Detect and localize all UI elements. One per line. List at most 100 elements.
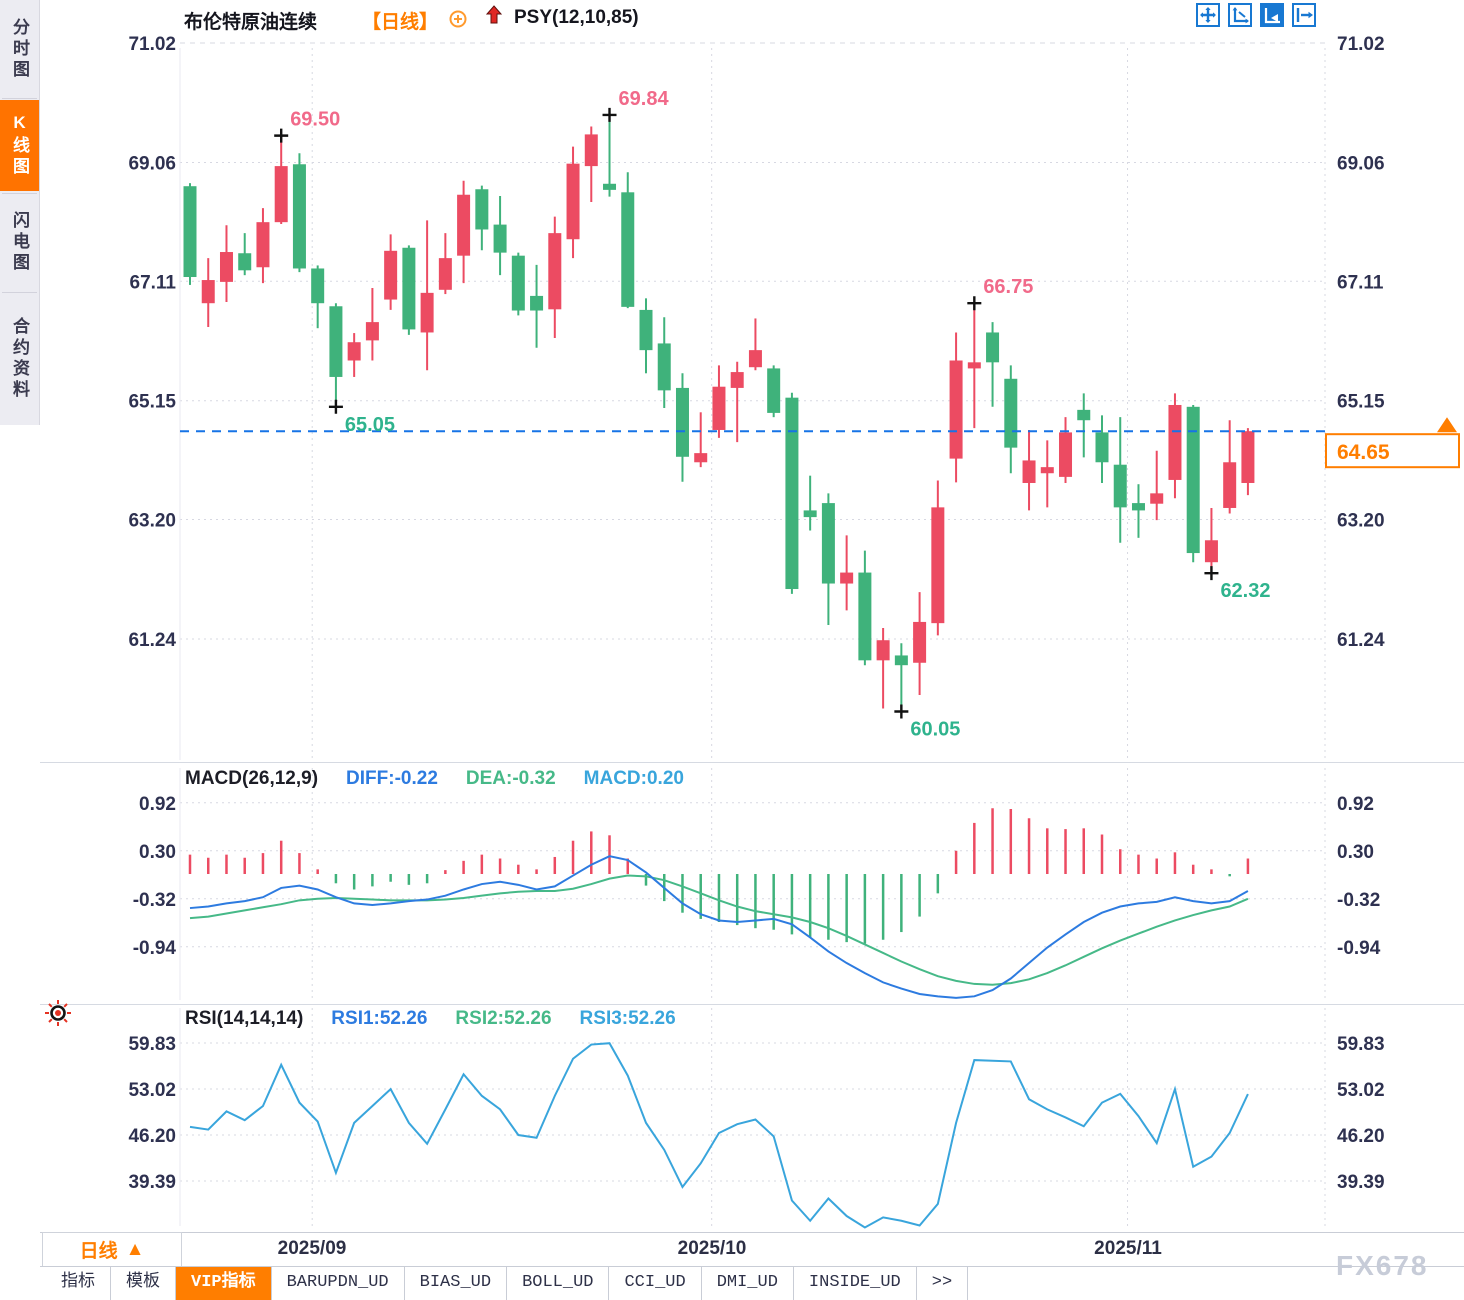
candle[interactable]: [1040, 440, 1054, 508]
sidebar-tab-kline-chart[interactable]: K线图: [0, 100, 39, 191]
footer-tab[interactable]: BARUPDN_UD: [272, 1267, 405, 1300]
axis-tick: 39.39: [128, 1172, 176, 1193]
panel-divider: [40, 762, 1464, 763]
axis-tick: 53.02: [1337, 1080, 1385, 1101]
axis-zoom-icon[interactable]: [1228, 3, 1252, 27]
candle[interactable]: [183, 183, 197, 285]
candle[interactable]: [1004, 365, 1018, 474]
candle[interactable]: [858, 550, 872, 666]
period-selector[interactable]: 日线 ▲: [42, 1232, 182, 1267]
candle[interactable]: [894, 643, 908, 712]
candle[interactable]: [201, 258, 215, 327]
pan-icon[interactable]: [1196, 3, 1220, 27]
axis-tick: 0.30: [139, 842, 176, 863]
footer-tab[interactable]: BIAS_UD: [405, 1267, 508, 1300]
price-annotation: 62.32: [1204, 566, 1271, 602]
candle[interactable]: [675, 373, 689, 482]
candle[interactable]: [785, 392, 799, 594]
sidebar-tab-contract-info[interactable]: 合约资料: [10, 317, 29, 401]
candle[interactable]: [876, 628, 890, 709]
axis-tick: 46.20: [128, 1126, 176, 1147]
candle[interactable]: [639, 298, 653, 374]
candle[interactable]: [767, 365, 781, 418]
candle[interactable]: [1113, 417, 1127, 543]
footer-tab[interactable]: CCI_UD: [609, 1267, 702, 1300]
sun-indicator-icon[interactable]: [42, 997, 74, 1034]
candle[interactable]: [548, 216, 562, 338]
candle[interactable]: [584, 126, 598, 203]
candle[interactable]: [1077, 393, 1091, 458]
auto-scale-icon[interactable]: [1260, 3, 1284, 27]
candle[interactable]: [712, 365, 726, 438]
candle[interactable]: [530, 264, 544, 348]
candle[interactable]: [1131, 484, 1145, 538]
candle[interactable]: [511, 252, 525, 316]
candle[interactable]: [256, 208, 270, 284]
dropdown-arrow-icon: ▲: [125, 1238, 145, 1260]
candle[interactable]: [1186, 404, 1200, 563]
candle[interactable]: [311, 265, 325, 329]
candle[interactable]: [986, 322, 1000, 407]
psy-indicator-label[interactable]: PSY(12,10,85): [514, 7, 639, 28]
candle[interactable]: [931, 480, 945, 636]
rsi-labels: RSI(14,14,14) RSI1:52.26 RSI2:52.26 RSI3…: [185, 1008, 676, 1030]
candle[interactable]: [420, 220, 434, 371]
footer-tab[interactable]: BOLL_UD: [507, 1267, 610, 1300]
candle[interactable]: [329, 303, 343, 407]
candle[interactable]: [603, 114, 617, 197]
axis-tick: 53.02: [128, 1080, 176, 1101]
axis-tick: 0.92: [1337, 794, 1374, 815]
candle[interactable]: [402, 245, 416, 335]
candle[interactable]: [365, 287, 379, 361]
sidebar-tab-time-chart[interactable]: 分时图: [10, 18, 29, 81]
candle[interactable]: [949, 332, 963, 483]
candle[interactable]: [1241, 428, 1255, 496]
axis-tick: 71.02: [128, 34, 176, 55]
price-annotation: 66.75: [967, 276, 1033, 311]
go-to-latest-icon[interactable]: [1292, 3, 1316, 27]
candle[interactable]: [566, 146, 580, 259]
candle[interactable]: [748, 318, 762, 371]
candle[interactable]: [1059, 417, 1073, 483]
candle[interactable]: [457, 180, 471, 284]
chart-toolbar: [1196, 3, 1316, 27]
candle[interactable]: [657, 317, 671, 409]
candle[interactable]: [803, 475, 817, 531]
candle[interactable]: [621, 172, 635, 309]
candle[interactable]: [384, 234, 398, 310]
candle[interactable]: [840, 535, 854, 611]
candle[interactable]: [821, 493, 835, 625]
add-indicator-icon[interactable]: [449, 10, 467, 33]
candle[interactable]: [274, 135, 288, 224]
candle[interactable]: [238, 233, 252, 276]
footer-tab[interactable]: VIP指标: [176, 1267, 272, 1300]
footer-tab[interactable]: INSIDE_UD: [794, 1267, 917, 1300]
candle[interactable]: [967, 303, 981, 429]
footer-tab[interactable]: 模板: [111, 1267, 176, 1300]
macd-title[interactable]: MACD(26,12,9): [185, 768, 319, 789]
candle[interactable]: [913, 592, 927, 696]
candle[interactable]: [694, 412, 708, 468]
candle[interactable]: [730, 361, 744, 443]
candle[interactable]: [347, 333, 361, 377]
svg-text:64.65: 64.65: [1337, 441, 1390, 464]
rsi-title[interactable]: RSI(14,14,14): [185, 1008, 304, 1029]
x-axis-row: 日线 ▲ 2025/09 2025/10 2025/11: [40, 1232, 1464, 1267]
candle[interactable]: [219, 225, 233, 302]
footer-tab[interactable]: DMI_UD: [702, 1267, 794, 1300]
sidebar-tab-lightning-chart[interactable]: 闪电图: [10, 211, 29, 274]
candle[interactable]: [493, 195, 507, 276]
candle[interactable]: [1022, 429, 1036, 511]
candle[interactable]: [1168, 393, 1182, 499]
candle[interactable]: [438, 233, 452, 295]
candle[interactable]: [292, 153, 306, 273]
candle[interactable]: [1150, 450, 1164, 521]
footer-tab[interactable]: 指标: [46, 1267, 111, 1300]
footer-tab[interactable]: >>: [917, 1267, 969, 1300]
period-tag[interactable]: 【日线】: [362, 12, 439, 33]
candle[interactable]: [1095, 415, 1109, 483]
candle[interactable]: [1223, 420, 1237, 514]
rsi1-value: RSI1:52.26: [331, 1008, 428, 1029]
candle[interactable]: [1204, 507, 1218, 574]
candle[interactable]: [475, 185, 489, 251]
